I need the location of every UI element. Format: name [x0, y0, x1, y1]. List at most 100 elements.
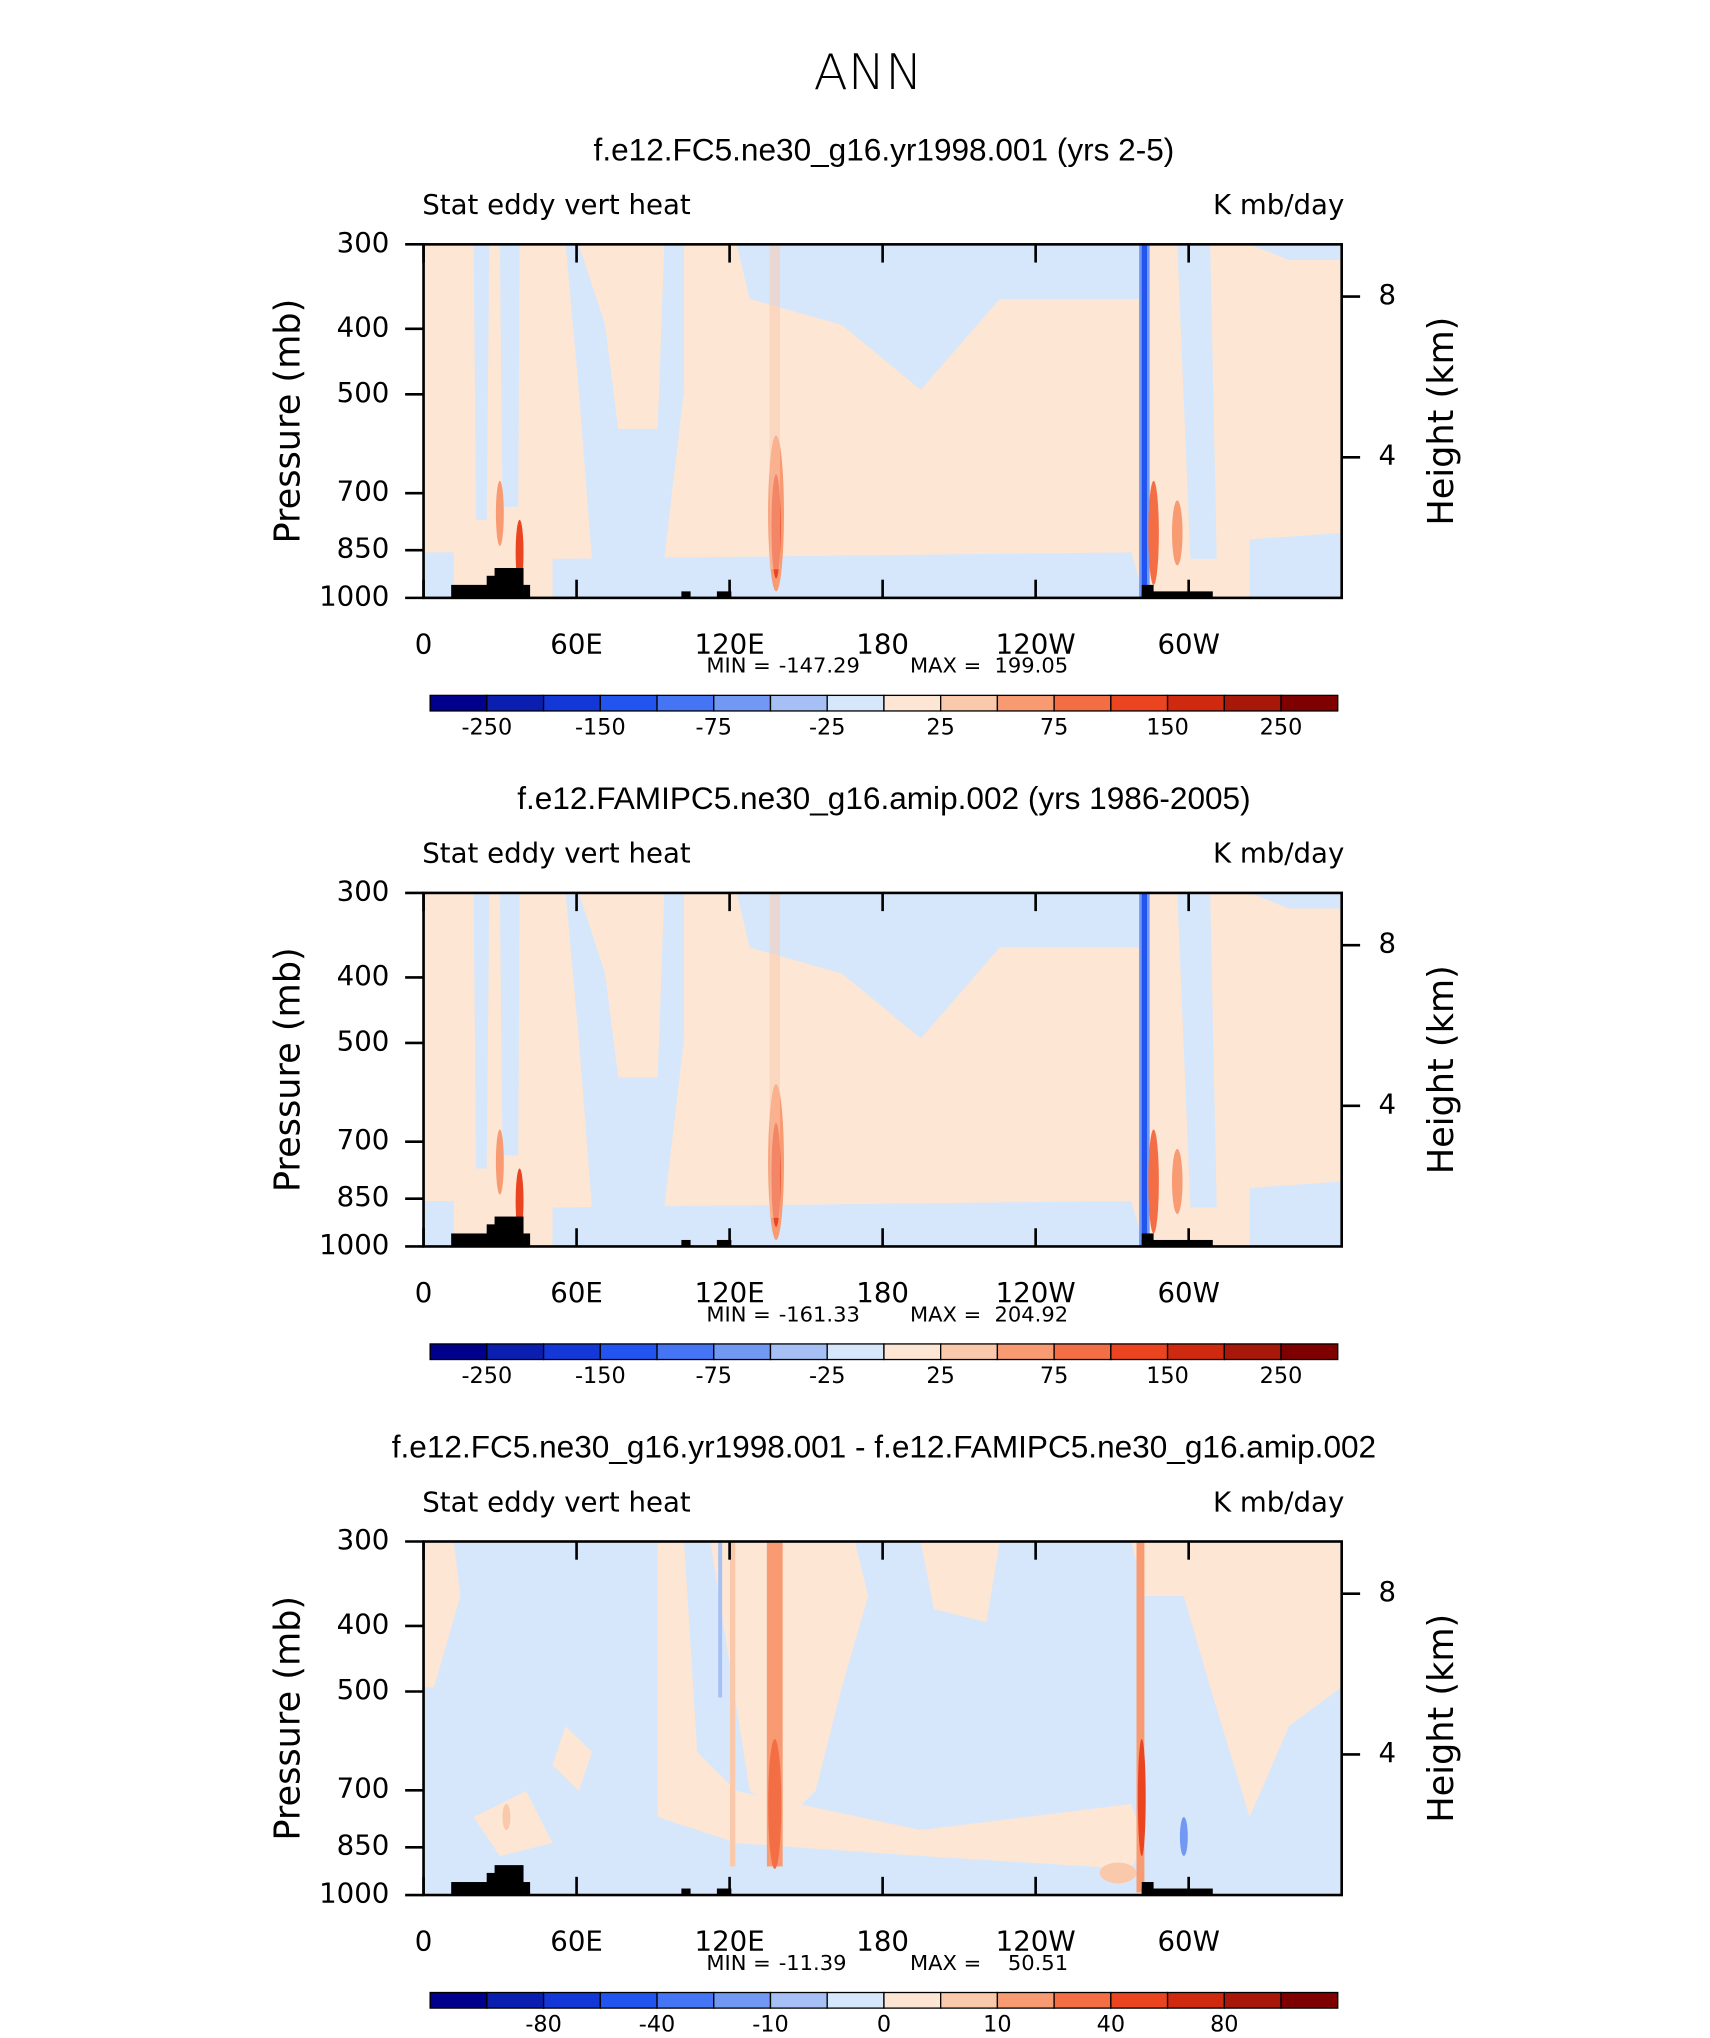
colorbar-box: [486, 1991, 545, 2009]
colorbar-label: 10: [983, 2012, 1011, 2038]
contour-region: [473, 244, 490, 520]
colorbar-box: [769, 1343, 828, 1361]
topography: [716, 591, 732, 598]
y-tick-label: 1000: [319, 581, 389, 612]
panel: f.e12.FC5.ne30_g16.yr1998.001 - f.e12.FA…: [267, 1430, 1462, 2038]
colorbar-box: [1280, 694, 1339, 712]
contour-region: [423, 552, 454, 598]
colorbar-label: -40: [639, 2012, 676, 2038]
colorbar-label: 250: [1260, 1363, 1303, 1389]
x-tick-label: 60W: [1157, 1278, 1219, 1309]
x-tick-label: 0: [415, 630, 433, 661]
y2-axis-label: Height (km): [1421, 965, 1462, 1174]
y-tick-label: 400: [337, 1610, 390, 1641]
contour-region: [736, 244, 1145, 390]
y-tick-label: 1000: [319, 1230, 389, 1261]
contour-region: [552, 552, 1145, 598]
x-tick-label: 180: [856, 1278, 909, 1309]
contour-region: [920, 1541, 1000, 1623]
y2-tick-label: 8: [1379, 1577, 1397, 1608]
right-string: K mb/day: [1213, 1487, 1344, 1518]
contour-region: [1249, 244, 1342, 260]
y-tick-label: 850: [337, 534, 390, 565]
topography: [523, 1882, 531, 1896]
y-tick-label: 400: [337, 961, 390, 992]
colorbar-box: [599, 1343, 658, 1361]
max-value: 204.92: [994, 1302, 1068, 1326]
colorbar-label: 0: [877, 2012, 891, 2038]
y2-tick-label: 4: [1379, 1089, 1397, 1120]
colorbar-box: [826, 1991, 885, 2009]
x-tick-label: 0: [415, 1278, 433, 1309]
min-value: -147.29: [779, 654, 860, 678]
contour-region: [710, 1541, 869, 1818]
colorbar-box: [1223, 1991, 1282, 2009]
contour-core: [718, 1541, 723, 1698]
y-tick-label: 500: [337, 378, 390, 409]
colorbar-label: -150: [575, 1363, 626, 1389]
colorbar-box: [713, 1991, 772, 2009]
colorbar-label: 150: [1146, 1363, 1189, 1389]
colorbar-box: [599, 694, 658, 712]
x-tick-label: 120W: [996, 630, 1076, 661]
contour-region: [657, 1541, 1145, 1870]
contour-core: [495, 1129, 504, 1195]
contour-region: [578, 892, 665, 1078]
colorbar-box: [769, 1991, 828, 2009]
topography: [716, 1888, 732, 1896]
colorbar-label: 80: [1210, 2012, 1238, 2038]
x-tick-label: 60E: [550, 1927, 603, 1958]
min-value: -11.39: [779, 1951, 847, 1975]
topography: [716, 1239, 732, 1247]
topography: [494, 1216, 524, 1247]
colorbar-label: 75: [1040, 714, 1068, 740]
panel-title: f.e12.FC5.ne30_g16.yr1998.001 (yrs 2-5): [594, 132, 1175, 167]
topography: [486, 1872, 498, 1896]
colorbar-label: 25: [926, 1363, 954, 1389]
colorbar-box: [486, 1343, 545, 1361]
max-value: 199.05: [994, 654, 1068, 678]
x-tick-label: 120E: [695, 630, 765, 661]
colorbar-box: [1166, 1343, 1225, 1361]
contour-region: [1249, 1181, 1342, 1247]
y-axis-label: Pressure (mb): [267, 947, 308, 1192]
max-label: MAX =: [910, 654, 981, 678]
topography: [1141, 1888, 1213, 1896]
y2-tick-label: 4: [1379, 1738, 1397, 1769]
panel-title: f.e12.FAMIPC5.ne30_g16.amip.002 (yrs 198…: [517, 781, 1250, 816]
colorbar-label: -25: [809, 714, 846, 740]
contour-core: [1141, 244, 1148, 598]
colorbar-box: [713, 1343, 772, 1361]
contour-region: [1249, 892, 1342, 909]
colorbar-label: 75: [1040, 1363, 1068, 1389]
contour-region: [499, 892, 520, 1156]
contour-core: [1141, 892, 1148, 1247]
max-value: 50.51: [1008, 1951, 1068, 1975]
colorbar-box: [486, 694, 545, 712]
contour-region: [423, 1200, 454, 1247]
contour-core: [1136, 1541, 1145, 1893]
contour-region: [736, 892, 1145, 1039]
y-tick-label: 500: [337, 1027, 390, 1058]
contour-core: [1099, 1862, 1137, 1884]
contour-field: [423, 244, 1342, 598]
x-tick-label: 120E: [695, 1927, 765, 1958]
y-tick-label: 850: [337, 1831, 390, 1862]
colorbar-box: [1223, 694, 1282, 712]
colorbar-box: [1280, 1343, 1339, 1361]
colorbar-box: [1110, 694, 1169, 712]
colorbar-box: [1110, 1991, 1169, 2009]
colorbar-box: [656, 1343, 715, 1361]
colorbar-box: [656, 694, 715, 712]
x-tick-label: 120W: [996, 1927, 1076, 1958]
topography: [681, 591, 691, 598]
colorbar-label: -75: [696, 1363, 733, 1389]
figure-title: ANN: [814, 43, 923, 101]
colorbar-box: [542, 1343, 601, 1361]
colorbar-box: [826, 1343, 885, 1361]
colorbar-box: [1280, 1991, 1339, 2009]
topography: [451, 1233, 490, 1247]
contour-field: [423, 892, 1342, 1247]
y-tick-label: 300: [337, 228, 390, 259]
